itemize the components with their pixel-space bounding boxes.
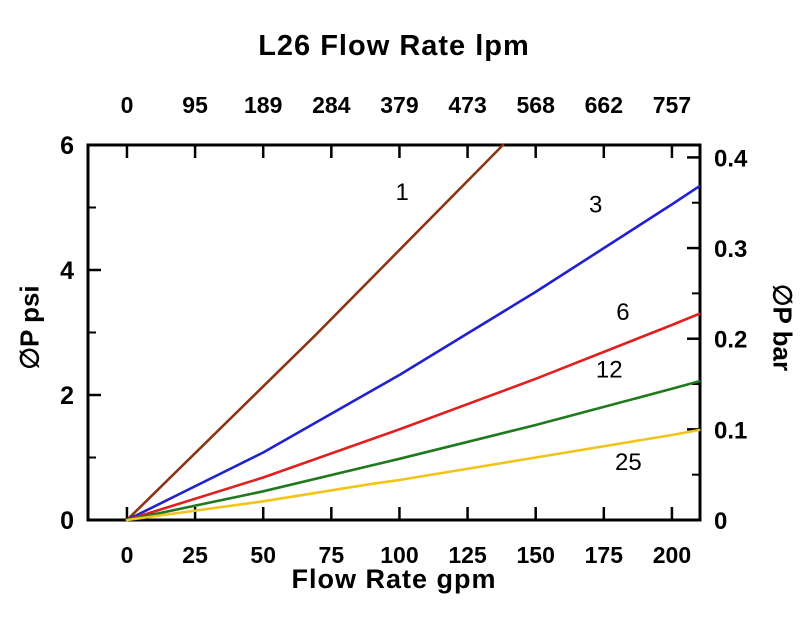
top-tick-label: 95: [182, 92, 208, 118]
left-tick-label: 0: [60, 507, 74, 535]
x-axis-title: Flow Rate gpm: [291, 564, 497, 594]
left-axis-title: ∅P psi: [14, 285, 45, 370]
bottom-tick-label: 175: [585, 542, 624, 568]
right-tick-label: 0.2: [714, 327, 747, 354]
series-line-12: [125, 379, 701, 522]
top-tick-label: 379: [380, 92, 418, 118]
series-label-1: 1: [395, 179, 408, 206]
right-axis-title: ∅P bar: [767, 283, 798, 372]
right-tick-label: 0.1: [714, 417, 747, 444]
top-tick-label: 189: [244, 92, 282, 118]
top-tick-label: 0: [121, 92, 134, 118]
bottom-tick-label: 100: [380, 542, 418, 568]
right-tick-label: 0.4: [714, 145, 748, 172]
series-label-25: 25: [615, 449, 642, 476]
bottom-tick-label: 50: [250, 542, 276, 568]
left-tick-label: 2: [60, 382, 74, 410]
right-tick-label: 0.3: [714, 236, 747, 263]
series-line-1: [125, 143, 505, 522]
series-label-12: 12: [596, 357, 623, 384]
bottom-tick-label: 125: [448, 542, 487, 568]
bottom-tick-label: 75: [319, 542, 345, 568]
top-tick-label: 757: [653, 92, 691, 118]
plot-border: [86, 143, 702, 522]
series-label-6: 6: [616, 299, 629, 326]
bottom-tick-label: 25: [182, 542, 208, 568]
right-tick-label: 0: [714, 508, 727, 535]
top-tick-label: 568: [517, 92, 556, 118]
series-line-6: [125, 312, 701, 522]
top-tick-label: 473: [448, 92, 486, 118]
series-label-3: 3: [589, 192, 602, 219]
left-tick-label: 4: [60, 257, 74, 285]
series-line-3: [125, 185, 701, 522]
top-axis-title: L26 Flow Rate lpm: [258, 30, 530, 62]
bottom-tick-label: 0: [121, 542, 134, 568]
bottom-tick-label: 200: [653, 542, 691, 568]
top-tick-label: 662: [585, 92, 623, 118]
left-tick-label: 6: [60, 132, 74, 160]
series-line-25: [125, 428, 701, 522]
bottom-tick-label: 150: [517, 542, 555, 568]
top-tick-label: 284: [312, 92, 351, 118]
